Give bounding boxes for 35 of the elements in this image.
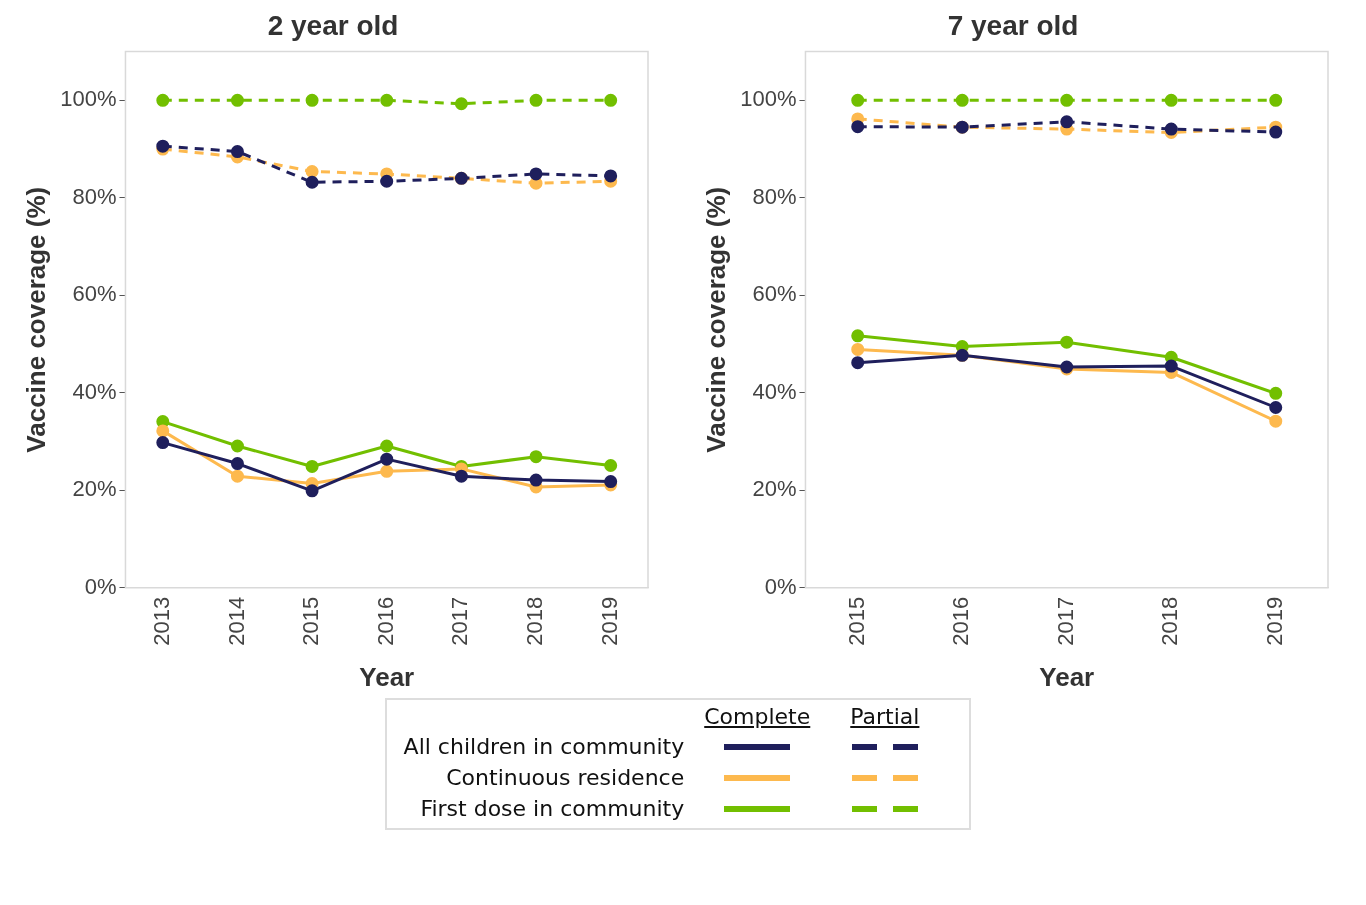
y-tick-label: 20%: [72, 476, 117, 502]
legend-label: All children in community: [402, 733, 685, 760]
x-tick-label: 2016: [372, 596, 398, 646]
x-tick-label: 2019: [1261, 596, 1287, 646]
x-tick-label: 2017: [1052, 596, 1078, 646]
text: Partial: [849, 704, 921, 729]
chart-title: 2 year old: [267, 9, 399, 41]
x-tick-label: 2016: [948, 596, 974, 646]
legend-label: First dose in community: [419, 795, 685, 822]
y-tick-label: 80%: [72, 183, 117, 209]
x-tick-label: 2013: [148, 596, 174, 646]
x-axis-title: Year: [359, 661, 415, 692]
x-tick-label: 2015: [843, 596, 869, 646]
text: Complete: [703, 704, 812, 729]
y-tick-label: 0%: [764, 573, 797, 599]
x-tick-label: 2015: [298, 596, 324, 646]
y-tick-label: 40%: [72, 378, 117, 404]
y-tick-label: 100%: [740, 86, 797, 112]
legend-label: Continuous residence: [445, 764, 685, 791]
y-axis-title: Vaccine coverage (%): [20, 186, 51, 453]
x-axis-title: Year: [1039, 661, 1095, 692]
y-tick-label: 40%: [752, 378, 797, 404]
y-tick-label: 80%: [752, 183, 797, 209]
y-tick-label: 0%: [84, 573, 117, 599]
y-tick-label: 100%: [60, 86, 117, 112]
y-tick-label: 60%: [752, 281, 797, 307]
x-tick-label: 2018: [1157, 596, 1183, 646]
chart-title: 7 year old: [947, 9, 1079, 41]
y-tick-label: 20%: [752, 476, 797, 502]
y-axis-title: Vaccine coverage (%): [700, 186, 731, 453]
x-tick-label: 2018: [522, 596, 548, 646]
x-tick-label: 2019: [596, 596, 622, 646]
x-tick-label: 2017: [447, 596, 473, 646]
x-tick-label: 2014: [223, 596, 249, 646]
y-tick-label: 60%: [72, 281, 117, 307]
